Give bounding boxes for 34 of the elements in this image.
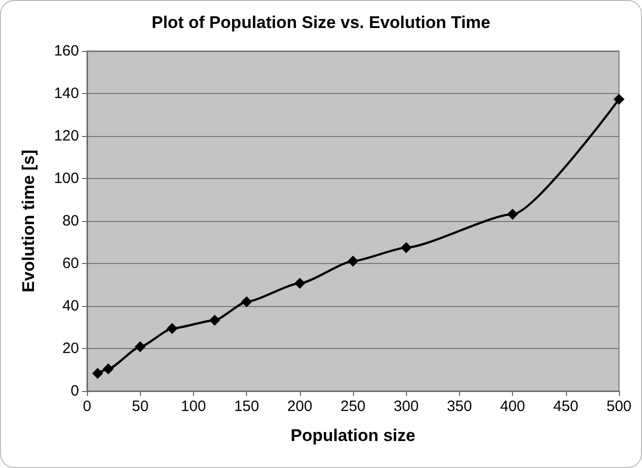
point: [507, 208, 518, 220]
point: [294, 278, 306, 289]
point: [241, 296, 252, 308]
y-tick-label: 80: [62, 212, 79, 230]
x-tick-label: 150: [234, 398, 260, 415]
point: [400, 242, 412, 254]
x-axis-title: Population size: [290, 426, 416, 445]
y-tick-label: 140: [54, 85, 79, 102]
x-tick-label: 0: [82, 398, 92, 415]
point: [102, 363, 114, 374]
x-tick-label: 50: [132, 398, 149, 415]
point: [209, 314, 220, 326]
y-tick-label: 120: [54, 128, 79, 144]
y-tick-label: 40: [62, 298, 79, 314]
point: [134, 341, 146, 352]
point: [614, 94, 624, 105]
y-tick-label: 160: [54, 42, 79, 60]
y-tick-label: 20: [62, 340, 79, 357]
x-tick-label: 350: [446, 398, 472, 415]
chart-title: Plot of Population Size vs. Evolution Time: [152, 13, 490, 32]
x-tick-label: 500: [606, 398, 632, 415]
y-tick-label: 60: [62, 255, 79, 272]
y-tick-label: 0: [70, 382, 79, 400]
x-tick-label: 200: [287, 398, 312, 415]
point: [348, 256, 358, 267]
y-tick-label: 100: [54, 170, 79, 187]
point: [92, 368, 104, 379]
point: [166, 323, 178, 334]
x-tick-label: 300: [394, 398, 419, 415]
x-tick-label: 250: [340, 398, 366, 415]
x-tick-label: 100: [180, 398, 206, 415]
y-axis-title: Evolution time [s]: [19, 150, 38, 292]
x-tick-label: 400: [500, 398, 526, 415]
x-tick-label: 450: [553, 398, 578, 415]
